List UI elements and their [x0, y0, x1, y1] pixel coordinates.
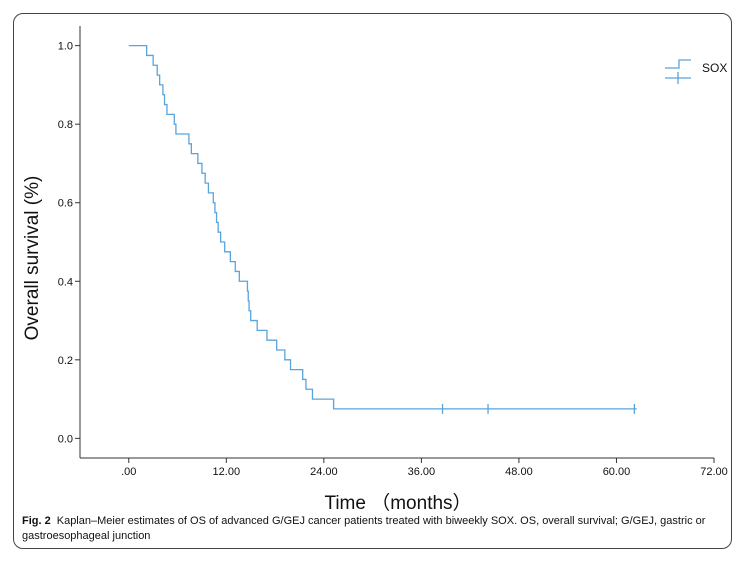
- km-curve-sox: [128, 44, 637, 410]
- y-tick-label: 0.0: [58, 433, 73, 445]
- legend-step-symbol: [665, 59, 691, 69]
- y-tick-label: 1.0: [58, 41, 73, 53]
- x-tick-label: 72.00: [700, 466, 728, 478]
- y-tick-label: 0.6: [58, 198, 73, 210]
- y-tick-label: 0.4: [58, 276, 73, 288]
- y-tick-label: 0.2: [58, 355, 73, 367]
- caption-label: Fig. 2: [22, 515, 51, 527]
- x-tick-label: 36.00: [408, 466, 436, 478]
- figure-frame: [13, 13, 732, 549]
- x-tick-label: 48.00: [505, 466, 533, 478]
- caption-text: Kaplan–Meier estimates of OS of advanced…: [22, 515, 706, 542]
- x-tick-label: 12.00: [213, 466, 241, 478]
- legend-label-sox: SOX: [702, 61, 727, 75]
- x-tick-label: 60.00: [603, 466, 631, 478]
- x-tick-label: 24.00: [310, 466, 338, 478]
- figure-caption: Fig. 2 Kaplan–Meier estimates of OS of ad…: [22, 514, 722, 544]
- x-tick-label: .00: [121, 466, 136, 478]
- y-tick-label: 0.8: [58, 119, 73, 131]
- y-axis-label: Overall survival (%): [22, 176, 43, 341]
- x-axis-label: Time （months）: [324, 492, 471, 514]
